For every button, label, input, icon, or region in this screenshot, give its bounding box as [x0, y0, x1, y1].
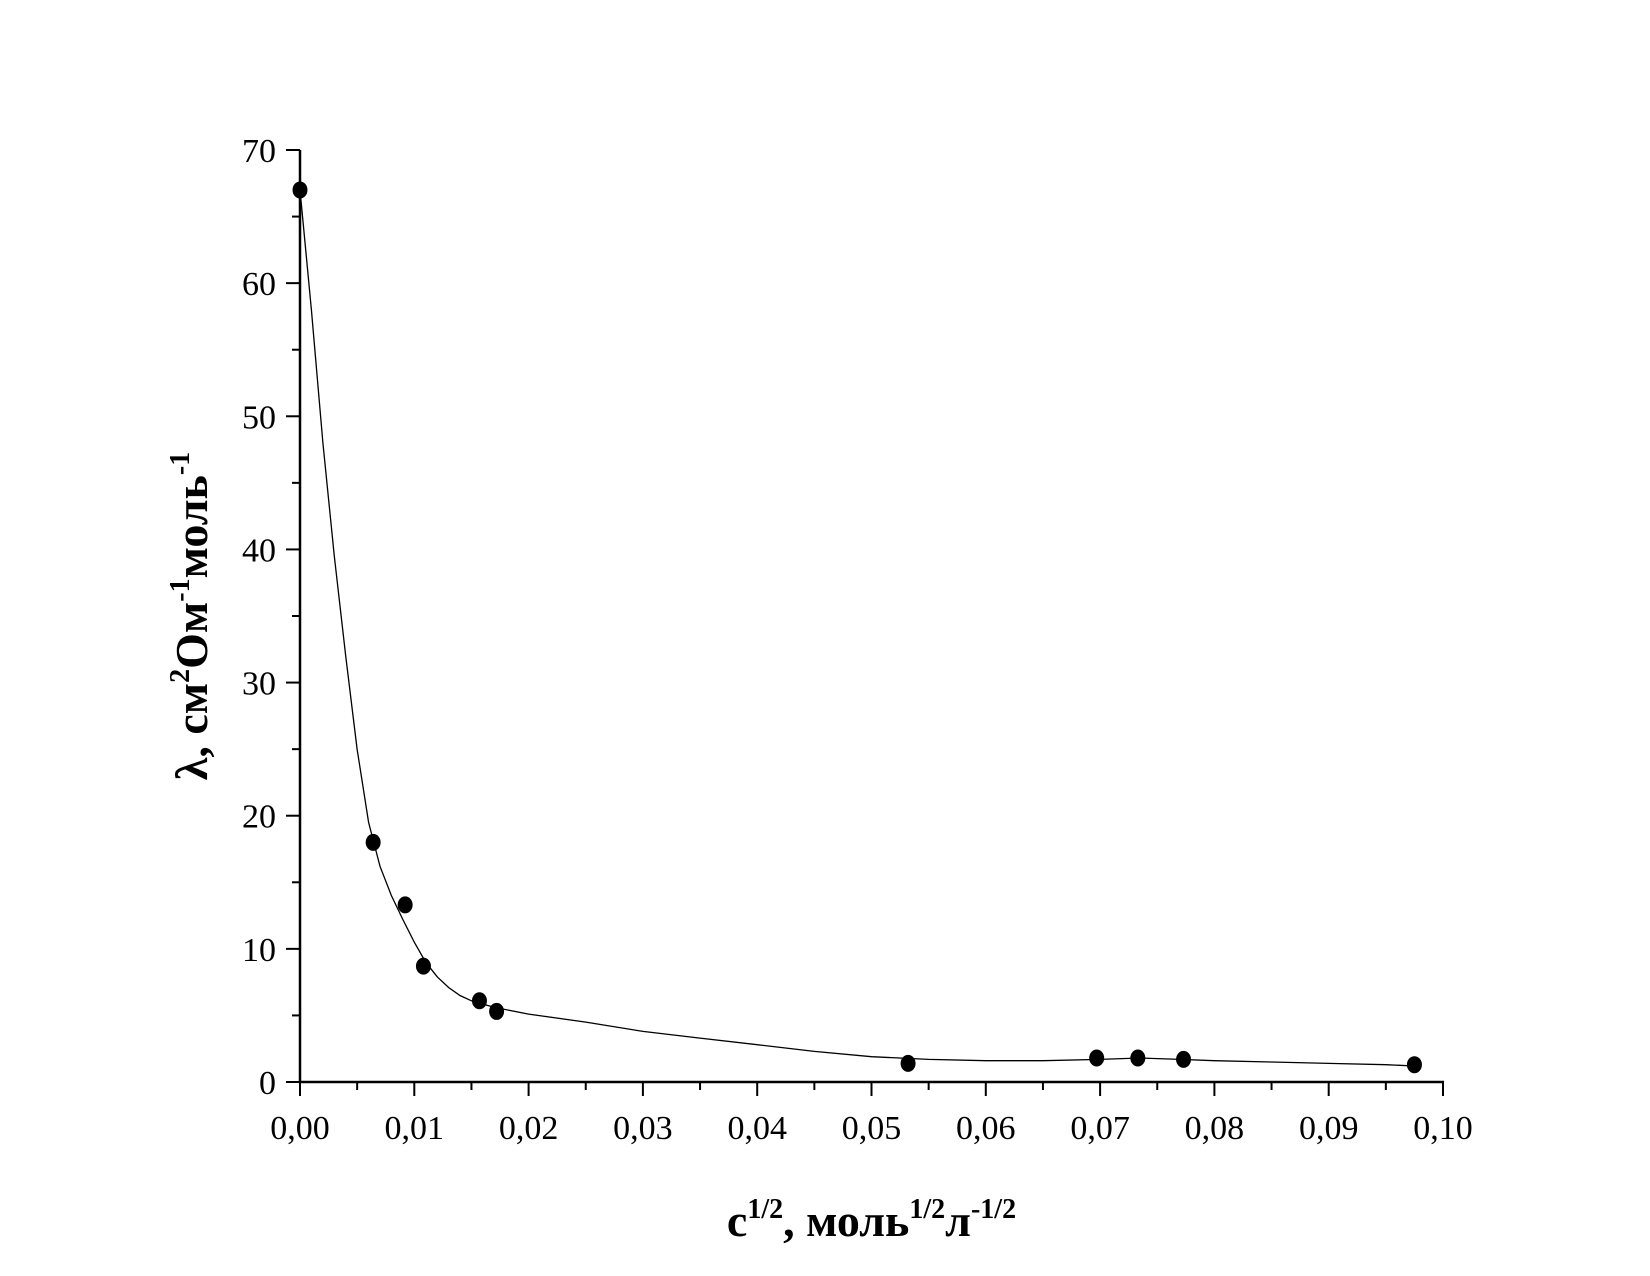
data-point: [900, 1054, 916, 1072]
data-point: [471, 992, 487, 1010]
data-point: [415, 957, 431, 975]
data-point: [1089, 1049, 1105, 1067]
axis-title-text: λ, см: [166, 683, 217, 780]
axis-title-text: , моль: [783, 1195, 909, 1246]
x-tick-label: 0,09: [1299, 1110, 1359, 1147]
y-axis-title: λ, см2Ом-1моль-1: [165, 452, 217, 780]
x-tick-label: 0,06: [956, 1110, 1016, 1147]
fit-curve: [299, 189, 1415, 1067]
data-point: [1406, 1056, 1422, 1074]
y-tick-label: 30: [242, 666, 276, 703]
y-tick-label: 60: [242, 266, 276, 303]
axis-title-superscript: 1/2: [747, 1194, 783, 1225]
axis-title-superscript: -1: [165, 578, 196, 601]
y-tick-label: 10: [242, 932, 276, 969]
data-point: [1130, 1049, 1146, 1067]
y-tick-label: 70: [242, 133, 276, 170]
x-tick-label: 0,02: [499, 1110, 559, 1147]
x-tick-label: 0,07: [1070, 1110, 1130, 1147]
axis-title-text: c: [727, 1195, 747, 1246]
x-tick-label: 0,10: [1413, 1110, 1473, 1147]
data-point: [1176, 1050, 1192, 1068]
x-axis-title: c1/2, моль1/2л-1/2: [727, 1194, 1016, 1246]
x-tick-label: 0,00: [270, 1110, 330, 1147]
y-axis-ticks: 0 10 20 30 40 50 60 70: [242, 133, 300, 1102]
x-axis-ticks: 0,00 0,01 0,02 0,03 0,04 0,05 0,06 0,07 0,08 0,09…: [270, 1082, 1473, 1147]
y-tick-label: 20: [242, 799, 276, 836]
x-tick-label: 0,01: [385, 1110, 445, 1147]
x-tick-label: 0,03: [613, 1110, 673, 1147]
data-point: [489, 1002, 505, 1020]
axis-title-superscript: -1/2: [971, 1194, 1016, 1225]
y-tick-label: 0: [259, 1065, 276, 1102]
x-tick-label: 0,08: [1185, 1110, 1245, 1147]
y-tick-label: 40: [242, 532, 276, 569]
axes: [298, 150, 1444, 1084]
axis-title-text: Ом: [166, 602, 217, 669]
x-tick-label: 0,05: [842, 1110, 902, 1147]
axis-title-text: моль: [166, 475, 217, 578]
data-point: [365, 833, 381, 851]
y-tick-label: 50: [242, 399, 276, 436]
data-points: [292, 181, 1422, 1074]
data-point: [397, 896, 413, 914]
axis-title-superscript: 1/2: [909, 1194, 945, 1225]
data-point: [292, 181, 308, 199]
x-tick-label: 0,04: [727, 1110, 787, 1147]
axis-title-superscript: 2: [165, 669, 196, 683]
axis-title-superscript: -1: [165, 452, 196, 475]
axis-title-text: л: [945, 1195, 971, 1246]
